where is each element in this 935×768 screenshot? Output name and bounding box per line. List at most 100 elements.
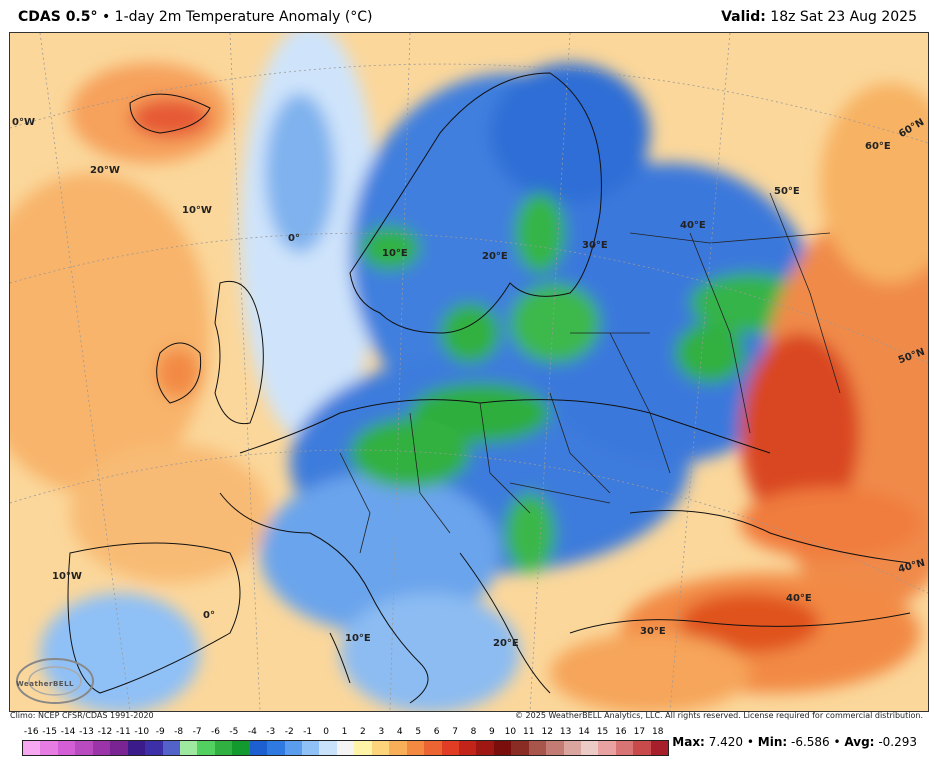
legend-tick-label: -9 — [155, 727, 165, 737]
grid-label-0-south: 0° — [203, 610, 215, 621]
avg-label: Avg: — [844, 735, 875, 749]
anomaly-map[interactable]: 0°W 20°W 10°W 0° 10°E 20°E 30°E 40°E 50°… — [9, 32, 929, 712]
legend-tick-label: -3 — [266, 727, 276, 737]
model-name: CDAS 0.5° — [18, 9, 98, 25]
legend-tick-label: 15 — [596, 727, 609, 737]
avg-value: -0.293 — [878, 735, 917, 749]
grid-label-40e-north: 40°E — [680, 220, 706, 231]
legend-tick-label: -13 — [79, 727, 94, 737]
grid-label-40e-south: 40°E — [786, 593, 812, 604]
legend-tick-label: 18 — [652, 727, 664, 737]
grid-label-30e-south: 30°E — [640, 626, 666, 637]
legend-tick-label: 10 — [504, 727, 517, 737]
legend-swatch — [57, 741, 76, 755]
legend-tick-label: 6 — [433, 727, 440, 737]
legend-tick-label: 8 — [470, 727, 477, 737]
grid-label-0w: 0°W — [12, 117, 35, 128]
max-label: Max: — [672, 735, 705, 749]
legend-tick-label: -5 — [229, 727, 239, 737]
legend-tick-label: 17 — [633, 727, 646, 737]
valid-label: Valid: — [721, 9, 766, 25]
legend-tick-label: 11 — [523, 727, 535, 737]
legend-swatch — [615, 741, 634, 755]
legend-swatch — [476, 741, 494, 755]
grid-label-10w-north: 10°W — [182, 205, 212, 216]
legend-swatch — [511, 741, 529, 755]
legend-tick-label: -15 — [42, 727, 57, 737]
grid-label-10e-south: 10°E — [345, 633, 371, 644]
legend-tick-label: 12 — [541, 727, 553, 737]
grid-label-20e-north: 20°E — [482, 251, 508, 262]
legend-tick-label: -2 — [284, 727, 294, 737]
legend-swatch — [92, 741, 111, 755]
legend-swatch — [110, 741, 128, 755]
legend-swatch — [458, 741, 477, 755]
legend-tick-label: 9 — [489, 727, 495, 737]
legend-swatch — [302, 741, 320, 755]
legend-swatch — [127, 741, 146, 755]
map-title: CDAS 0.5° • 1-day 2m Temperature Anomaly… — [18, 9, 373, 25]
grid-label-30e-north: 30°E — [582, 240, 608, 251]
legend-swatch — [389, 741, 407, 755]
legend-swatch — [633, 741, 651, 755]
legend-swatch — [319, 741, 337, 755]
legend-swatch — [284, 741, 302, 755]
legend-swatch — [162, 741, 180, 755]
legend-tick-label: 0 — [323, 727, 329, 737]
coastlines — [67, 72, 911, 704]
legend-swatch — [75, 741, 93, 755]
legend-swatch — [424, 741, 442, 755]
legend-swatch — [197, 741, 215, 755]
legend-swatch — [40, 741, 58, 755]
map-stats: Max: 7.420 • Min: -6.586 • Avg: -0.293 — [672, 735, 917, 749]
legend-swatch — [598, 741, 616, 755]
anomaly-field — [10, 33, 928, 711]
legend-tick-label: 7 — [452, 727, 458, 737]
legend-tick-label: 4 — [396, 727, 403, 737]
legend-tick-label: 14 — [578, 727, 590, 737]
header: CDAS 0.5° • 1-day 2m Temperature Anomaly… — [0, 0, 935, 32]
grid-label-10w-south: 10°W — [52, 571, 82, 582]
climo-note: Climo: NCEP CFSR/CDAS 1991-2020 — [10, 711, 154, 720]
legend-tick-label: 16 — [615, 727, 627, 737]
legend-tick-label: -12 — [97, 727, 113, 737]
legend-swatch — [354, 741, 372, 755]
legend-tick-label: -14 — [60, 727, 76, 737]
legend-tick-label: 1 — [341, 727, 348, 737]
product-name: 1-day 2m Temperature Anomaly (°C) — [114, 9, 373, 25]
legend-swatch — [650, 741, 669, 755]
valid-time-value: 18z Sat 23 Aug 2025 — [770, 9, 917, 25]
grid-label-50e: 50°E — [774, 186, 800, 197]
legend-swatch — [179, 741, 198, 755]
legend-swatch — [371, 741, 390, 755]
legend-tick-label: -4 — [247, 727, 257, 737]
legend-swatch — [336, 741, 355, 755]
legend-swatch — [441, 741, 459, 755]
legend-swatch — [528, 741, 547, 755]
legend-tick-label: 13 — [559, 727, 572, 737]
grid-label-20w: 20°W — [90, 165, 120, 176]
legend-tick-label: 2 — [360, 727, 366, 737]
legend-swatch — [145, 741, 163, 755]
legend-swatch — [232, 741, 250, 755]
legend-swatch — [493, 741, 512, 755]
weatherbell-logo — [16, 658, 94, 704]
legend-swatch — [581, 741, 599, 755]
grid-label-20e-south: 20°E — [493, 638, 519, 649]
max-value: 7.420 — [708, 735, 744, 749]
legend-tick-label: -7 — [192, 727, 202, 737]
min-label: Min: — [757, 735, 788, 749]
grid-label-10e-north: 10°E — [382, 248, 408, 259]
legend-tick-label: 5 — [415, 727, 422, 737]
color-legend — [22, 740, 669, 756]
legend-swatch — [406, 741, 425, 755]
country-borders — [339, 192, 841, 554]
grid-label-0-north: 0° — [288, 233, 300, 244]
legend-swatch — [563, 741, 581, 755]
legend-swatch — [267, 741, 285, 755]
legend-tick-label: -1 — [303, 727, 313, 737]
legend-tick-label: -16 — [23, 727, 39, 737]
copyright-note: © 2025 WeatherBELL Analytics, LLC. All r… — [515, 711, 923, 720]
legend-tick-label: -8 — [174, 727, 184, 737]
legend-swatch — [214, 741, 233, 755]
